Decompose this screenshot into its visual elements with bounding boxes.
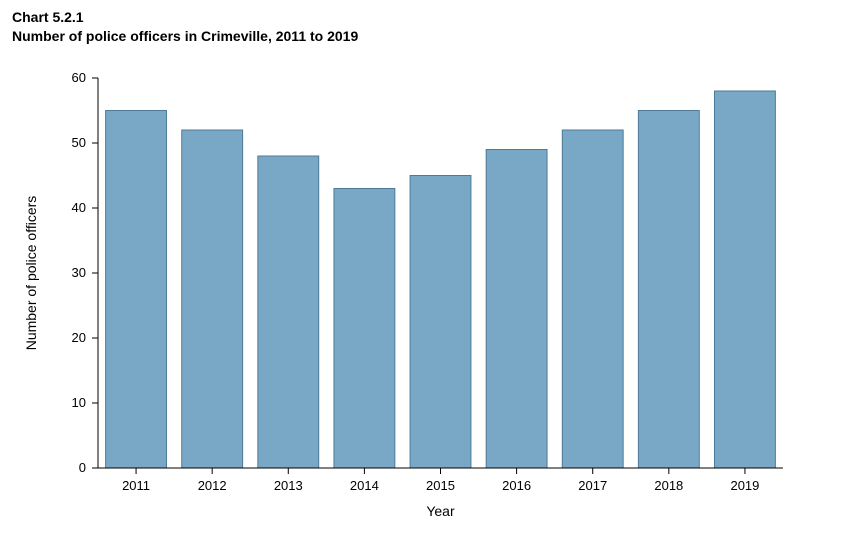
x-tick-label: 2018	[654, 478, 683, 493]
page-root: Chart 5.2.1 Number of police officers in…	[0, 0, 855, 535]
bar	[410, 176, 471, 469]
x-axis-label: Year	[426, 503, 455, 519]
chart-title-block: Chart 5.2.1 Number of police officers in…	[12, 8, 358, 46]
x-tick-label: 2011	[122, 478, 150, 493]
y-tick-label: 50	[72, 135, 86, 150]
x-tick-label: 2016	[502, 478, 531, 493]
x-tick-label: 2015	[426, 478, 455, 493]
bar	[715, 91, 776, 468]
x-tick-label: 2017	[578, 478, 607, 493]
x-tick-label: 2019	[730, 478, 759, 493]
bar	[182, 130, 243, 468]
chart-title-line1: Chart 5.2.1	[12, 8, 358, 27]
chart-svg: 0 10 20 30 40 50 60 2011 2012 2013 2014 2015 2016 201…	[12, 50, 802, 520]
y-tick-label: 20	[72, 330, 86, 345]
y-tick-label: 40	[72, 200, 86, 215]
x-tick-label: 2013	[274, 478, 303, 493]
chart-title-line2: Number of police officers in Crimeville,…	[12, 27, 358, 46]
bar	[562, 130, 623, 468]
bar	[106, 111, 167, 469]
x-tick-label: 2012	[198, 478, 227, 493]
bar	[486, 150, 547, 469]
x-tick-label: 2014	[350, 478, 379, 493]
chart-container: 0 10 20 30 40 50 60 2011 2012 2013 2014 2015 2016 201…	[12, 50, 802, 520]
bar	[638, 111, 699, 469]
y-tick-label: 60	[72, 70, 86, 85]
y-axis-label: Number of police officers	[23, 196, 39, 351]
y-tick-label: 10	[72, 395, 86, 410]
bar	[334, 189, 395, 469]
y-tick-label: 0	[79, 460, 86, 475]
bar	[258, 156, 319, 468]
y-tick-label: 30	[72, 265, 86, 280]
